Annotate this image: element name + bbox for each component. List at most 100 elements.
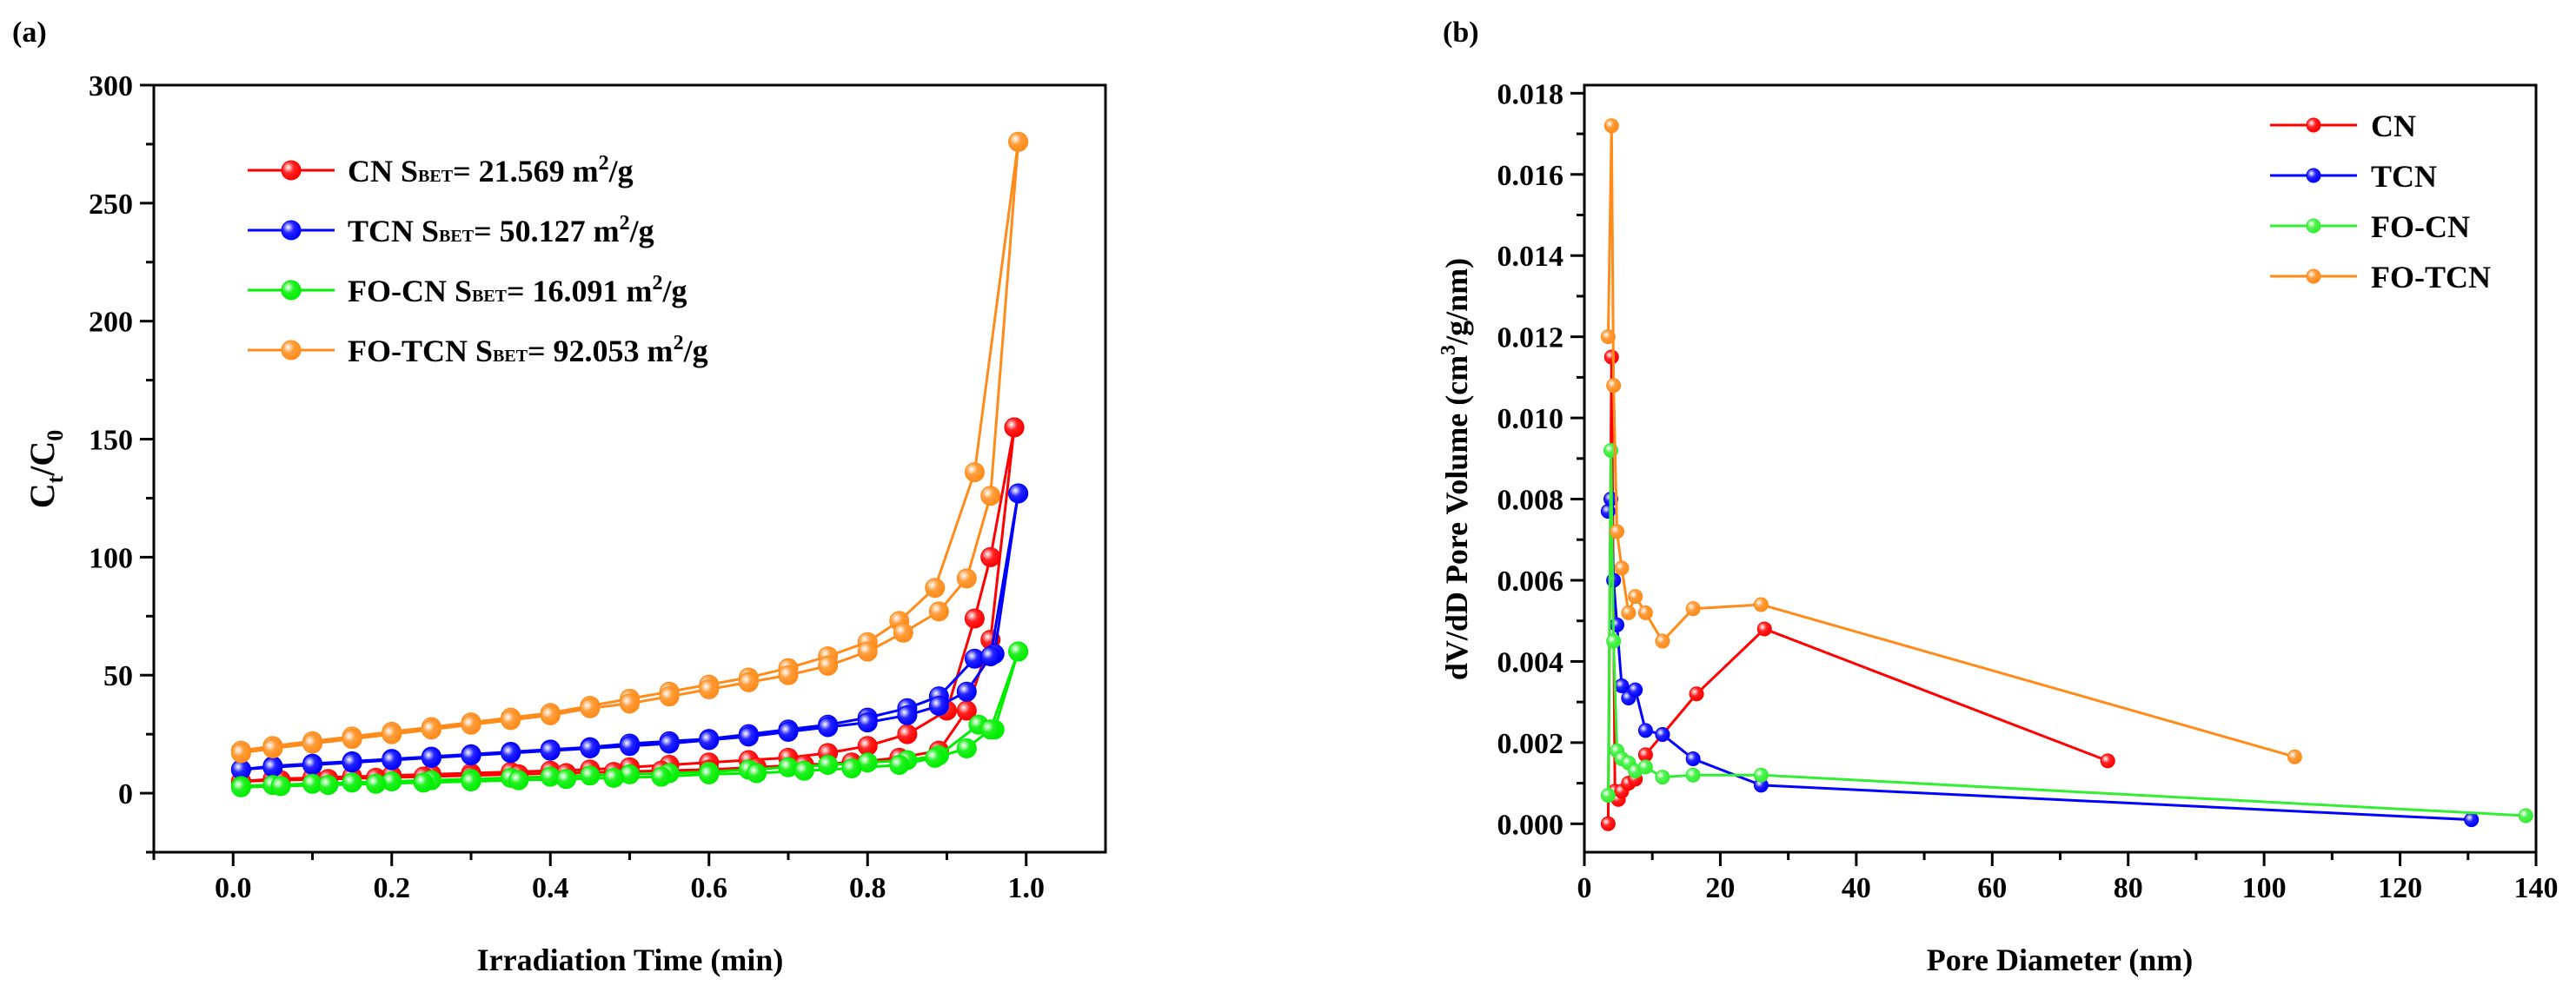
data-point <box>793 760 814 781</box>
legend-item-fo-cn: FO-CN <box>2270 209 2470 244</box>
legend-marker <box>2306 268 2321 284</box>
data-point <box>1621 605 1637 620</box>
y-tick-label: 0.004 <box>1497 646 1564 678</box>
series-line <box>1606 125 2295 758</box>
legend-item-cn: CN <box>2270 109 2416 143</box>
data-point <box>1685 767 1701 783</box>
y-tick-label: 0.006 <box>1497 566 1564 598</box>
data-point <box>1614 560 1630 576</box>
series-cn <box>1600 349 2115 831</box>
series-tcn <box>230 483 1029 780</box>
legend-label-sup: 2 <box>653 272 663 294</box>
data-point <box>818 754 839 775</box>
data-point <box>461 771 481 791</box>
x-tick-label: 20 <box>1705 872 1735 904</box>
data-point <box>620 736 640 757</box>
panel-a-y-axis-label-slash: /C <box>23 441 62 477</box>
data-point <box>1637 759 1653 775</box>
y-tick-label: 0.000 <box>1497 809 1564 841</box>
y-tick-label: 0.014 <box>1497 241 1564 273</box>
panel-a-y-axis-label-sub-0: 0 <box>43 430 68 441</box>
x-tick-label: 0.8 <box>849 872 886 904</box>
data-point <box>2464 812 2480 828</box>
data-point <box>818 655 839 676</box>
data-point <box>818 717 839 738</box>
data-point <box>556 769 576 790</box>
data-point <box>1685 751 1701 767</box>
legend-label-name: TCN S <box>348 214 439 248</box>
data-point <box>1606 633 1622 649</box>
data-point <box>1600 788 1616 804</box>
legend-label: TCN <box>2371 159 2437 194</box>
y-tick-label: 300 <box>89 70 133 103</box>
data-point <box>857 641 878 662</box>
legend-item-tcn: TCN <box>2270 159 2437 194</box>
data-point <box>1600 329 1616 345</box>
y-tick-label: 0.002 <box>1497 728 1564 760</box>
data-point <box>580 765 601 786</box>
data-point <box>1008 483 1029 504</box>
data-point <box>1655 727 1670 743</box>
legend-label-value: = 50.127 m <box>474 214 620 248</box>
legend-label: FO-TCN SBET= 92.053 m2/g <box>348 332 708 368</box>
y-tick-label: 250 <box>89 189 133 221</box>
data-point <box>421 747 442 768</box>
x-tick-label: 60 <box>1977 872 2007 904</box>
x-tick-label: 0.6 <box>691 872 728 904</box>
legend-item-fo-tcn: FO-TCN SBET= 92.053 m2/g <box>248 332 708 368</box>
panel-a-legend: CN SBET= 21.569 m2/g TCN SBET= 50.127 m2/… <box>248 152 708 368</box>
data-point <box>603 767 624 788</box>
x-tick-label: 100 <box>2242 872 2287 904</box>
data-point <box>857 712 878 733</box>
data-point <box>421 719 442 740</box>
legend-item-cn: CN SBET= 21.569 m2/g <box>248 152 634 189</box>
data-point <box>1603 349 1619 365</box>
data-point <box>262 757 283 777</box>
legend-label: TCN SBET= 50.127 m2/g <box>348 212 654 248</box>
legend-marker <box>281 220 302 241</box>
data-point <box>964 608 985 629</box>
data-point <box>1628 682 1643 698</box>
panel-b-y-axis-label-pre: dV/dD Pore Volume (cm <box>1439 355 1474 680</box>
data-point <box>738 726 759 747</box>
series-fo-cn <box>230 641 1029 797</box>
data-point <box>699 764 720 784</box>
data-point <box>230 743 251 764</box>
legend-label-name: CN S <box>348 154 418 189</box>
legend-item-fo-cn: FO-CN SBET= 16.091 m2/g <box>248 272 687 308</box>
legend-item-tcn: TCN SBET= 50.127 m2/g <box>248 212 654 248</box>
series-line <box>1606 499 2472 822</box>
legend-label: FO-TCN <box>2371 260 2491 294</box>
data-point <box>1008 131 1029 152</box>
y-tick-label: 0.012 <box>1497 322 1564 354</box>
legend-label-name: FO-TCN S <box>348 334 493 368</box>
data-point <box>651 766 672 787</box>
data-point <box>956 681 977 702</box>
data-point <box>413 772 434 793</box>
legend-label: CN <box>2371 109 2416 143</box>
y-tick-label: 200 <box>89 307 133 339</box>
data-point <box>1628 589 1643 605</box>
data-point <box>342 729 362 750</box>
data-point <box>1637 723 1653 738</box>
series-fo-cn <box>1600 442 2533 824</box>
data-point <box>366 773 386 794</box>
panel-a: (a) 0.0 0.2 0.4 0.6 0.8 1.0 0 50 100 150 200 250 300… <box>12 17 1107 977</box>
data-point <box>262 738 283 758</box>
data-point <box>2100 753 2115 769</box>
data-point <box>342 772 362 793</box>
x-tick-label: 120 <box>2378 872 2422 904</box>
legend-label-sup: 2 <box>620 212 630 235</box>
x-tick-label: 0 <box>1577 872 1592 904</box>
panel-b-frame <box>1583 83 2538 854</box>
data-point <box>889 754 910 775</box>
legend-label-unit: /g <box>629 214 654 248</box>
data-point <box>1606 378 1622 394</box>
panel-b-y-axis-label: dV/dD Pore Volume (cm3/g/nm) <box>1437 258 1474 680</box>
legend-label-unit: /g <box>662 274 687 308</box>
data-point <box>1689 686 1704 702</box>
data-point <box>928 696 949 717</box>
data-point <box>1655 770 1670 785</box>
data-point <box>270 776 291 797</box>
data-point <box>956 738 977 758</box>
